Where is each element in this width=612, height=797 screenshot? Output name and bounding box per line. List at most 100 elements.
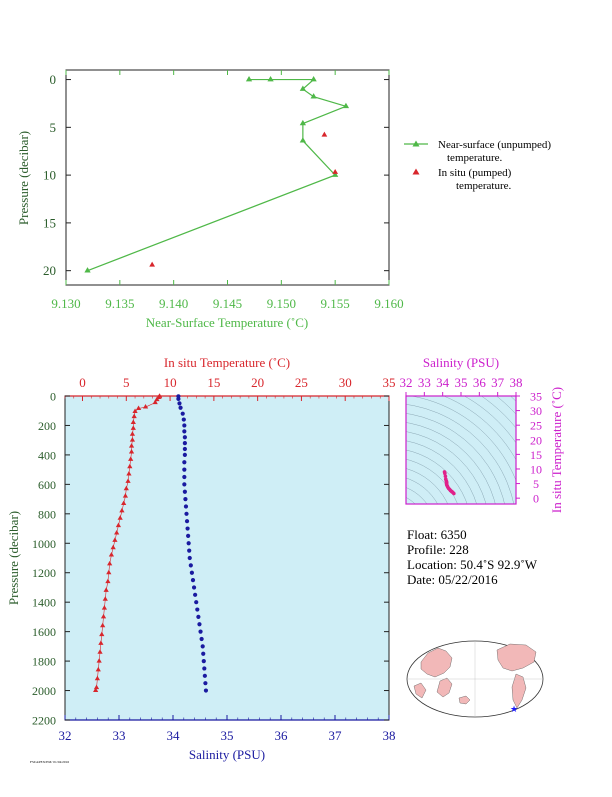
profile-number: Profile: 228 [407,542,469,557]
temperature-point [95,666,101,672]
ts-y-axis-label: In situ Temperature (˚C) [549,387,564,513]
temperature-point [131,413,137,419]
salinity-point [182,441,187,446]
salinity-point [203,681,208,686]
temperature-point [110,544,116,550]
temperature-point [102,596,108,601]
salinity-point [189,570,194,575]
near-surface-plot-frame [65,69,390,286]
pressure-axis-ticks: 0 200 400 600 800 1000 1200 1400 1600 1800 2000 220… [32,390,389,728]
x-tick-label: 9.145 [213,296,242,311]
footer-note: FSI/APEX/EM/ 01/04/2016 [30,760,69,764]
salinity-point [194,600,199,605]
temperature-profile-series [93,393,163,693]
salinity-point [184,519,190,524]
salinity-tick-label: 34 [167,728,181,743]
ts-x-axis-label: Salinity (PSU) [423,355,499,370]
salinity-point [184,511,189,516]
temperature-point [152,399,158,405]
temperature-point [108,552,115,557]
y-tick-label: 10 [43,168,56,183]
unpumped-point [267,75,274,82]
pressure-tick-label: 400 [38,448,56,462]
pressure-tick-label: 1400 [32,596,56,610]
temperature-point [121,500,127,506]
temperature-point [100,622,106,628]
temperature-point [93,687,99,693]
ts-y-tick-label: 10 [530,462,542,476]
temperature-point [128,443,135,448]
unpumped-point [84,267,91,273]
temperature-point [105,578,111,584]
ts-y-tick-label: 5 [533,477,539,491]
salinity-axis-ticks: 32 33 34 35 36 37 38 [59,715,396,743]
ts-y-tick-label: 0 [533,492,539,506]
pressure-tick-label: 1800 [32,655,56,669]
ts-x-tick-label: 32 [400,375,413,390]
temperature-point [127,463,133,469]
unpumped-point [342,102,350,109]
salinity-point [182,489,187,494]
pressure-tick-label: 600 [38,478,56,492]
near-surface-series [84,75,350,273]
salinity-point [187,555,192,561]
temperature-axis-label: In situ Temperature (˚C) [164,355,290,370]
salinity-tick-label: 35 [221,728,234,743]
temperature-point [142,404,149,409]
temperature-point [117,515,123,520]
salinity-point [177,401,182,406]
temperature-point [97,649,103,654]
unpumped-point [310,75,317,82]
temperature-point [122,493,129,498]
salinity-point [202,673,207,678]
temperature-point [132,408,138,413]
float-location: Location: 50.4˚S 92.9˚W [407,557,538,572]
temperature-point [112,537,118,542]
ts-points [442,470,456,496]
legend-pumped-label-2: temperature. [456,180,512,192]
temperature-point [128,456,134,461]
location-map: ★ [406,640,544,718]
ts-salinity-ticks: 32 33 34 35 36 37 38 [400,375,523,396]
ts-x-tick-label: 34 [436,375,450,390]
near-surface-legend: Near-surface (unpumped) temperature. In … [404,139,551,192]
salinity-point [176,396,181,402]
salinity-profile-series [176,394,209,693]
temperature-point [100,613,107,619]
unpumped-point [245,75,253,82]
pressure-tick-label: 1600 [32,625,56,639]
salinity-point [193,592,198,597]
unpumped-point [299,85,306,91]
ts-x-tick-label: 36 [473,375,487,390]
pumped-point [332,168,339,174]
y-tick-label: 5 [50,120,57,135]
near-surface-chart: 9.130 9.135 9.140 9.145 9.150 9.155 9.160 0 5 10… [16,69,551,330]
profile-plot-background [64,395,390,721]
salinity-point [203,688,209,693]
salinity-point [182,423,187,428]
near-surface-x-axis-label: Near-Surface Temperature (˚C) [146,315,308,330]
salinity-point [191,585,197,590]
temperature-point [115,522,122,528]
salinity-point [188,563,193,568]
x-tick-label: 9.155 [321,296,350,311]
salinity-axis-label: Salinity (PSU) [189,747,265,762]
ts-x-tick-label: 38 [510,375,523,390]
salinity-point [186,541,191,546]
temperature-point [154,396,160,402]
temperature-point [123,485,129,491]
salinity-point [182,460,187,465]
temperature-tick-label: 35 [383,375,396,390]
salinity-point [182,474,187,480]
unpumped-series-line [87,78,348,272]
legend-unpumped-marker [412,140,420,147]
salinity-point [196,614,201,620]
salinity-point [201,651,206,656]
pressure-tick-label: 2000 [32,684,56,698]
temperature-point [107,560,113,566]
float-id: Float: 6350 [407,527,467,542]
ts-point [443,471,447,476]
ts-x-tick-label: 35 [455,375,468,390]
